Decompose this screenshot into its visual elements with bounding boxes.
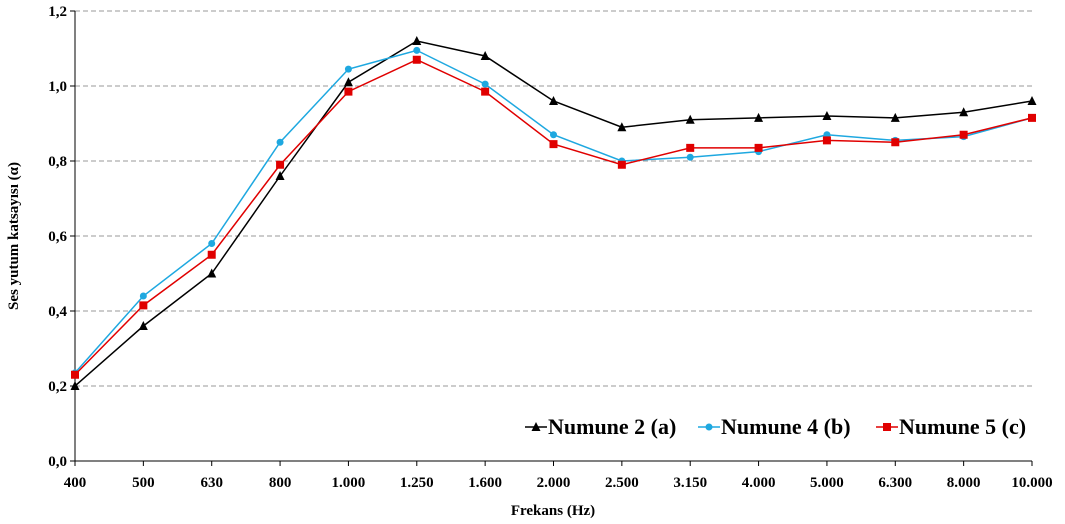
- data-point: [208, 240, 216, 247]
- data-point: [139, 292, 147, 300]
- data-point: [1028, 113, 1036, 122]
- x-tick-label: 6.300: [878, 475, 912, 491]
- y-tick-label: 1,0: [48, 79, 67, 95]
- legend-label: Numune 5 (c): [899, 414, 1026, 439]
- legend-label: Numune 2 (a): [548, 414, 676, 439]
- x-tick-labels: 400 500 630 800 1.000 1.250 1.600 2.000 2.500 3.1…: [64, 475, 1053, 491]
- data-point: [822, 136, 831, 145]
- legend-item: Numune 4 (b): [698, 414, 851, 439]
- data-point: [686, 153, 694, 161]
- data-point: [71, 370, 79, 379]
- data-point: [412, 36, 422, 45]
- data-point: [959, 130, 968, 139]
- data-point: [890, 112, 900, 122]
- data-point: [549, 96, 558, 105]
- data-point: [481, 87, 490, 96]
- data-point: [891, 138, 900, 147]
- x-tick-label: 2.500: [605, 475, 639, 491]
- data-point: [480, 51, 490, 60]
- x-tick-label: 500: [132, 475, 155, 491]
- data-point: [207, 250, 216, 259]
- data-point: [276, 160, 285, 169]
- data-point: [344, 87, 353, 96]
- data-point: [617, 122, 627, 132]
- x-tick-label: 3.150: [673, 475, 707, 491]
- data-point: [959, 107, 969, 117]
- data-point: [822, 111, 832, 120]
- data-point: [139, 301, 148, 310]
- x-tick-label: 2.000: [537, 475, 571, 491]
- y-tick-label: 0,4: [48, 304, 67, 320]
- data-point: [686, 143, 695, 152]
- data-point: [276, 138, 284, 146]
- y-tick-label: 1,2: [48, 4, 67, 20]
- data-point: [207, 268, 217, 278]
- data-point: [412, 55, 421, 64]
- y-tick-label: 0,6: [48, 229, 67, 245]
- data-point: [617, 160, 626, 169]
- x-tick-label: 1.250: [400, 475, 434, 491]
- data-point: [481, 80, 489, 88]
- y-tick-labels: 0,0 0,2 0,4 0,6 0,8 1,0 1,2: [48, 4, 67, 470]
- y-tick-label: 0,0: [48, 454, 67, 470]
- series-group: [70, 36, 1037, 390]
- data-point: [754, 112, 764, 122]
- legend-item: Numune 5 (c): [876, 414, 1026, 439]
- data-point: [413, 46, 421, 54]
- data-point: [1027, 96, 1037, 105]
- legend-marker: [883, 423, 891, 431]
- x-tick-label: 1.600: [468, 475, 502, 491]
- x-tick-label: 800: [269, 475, 292, 491]
- x-tick-label: 4.000: [742, 475, 776, 491]
- data-point: [138, 321, 148, 330]
- series-1: [70, 36, 1037, 390]
- x-tick-label: 400: [64, 475, 87, 491]
- data-point: [754, 143, 763, 152]
- series-2: [71, 46, 1036, 377]
- y-tick-label: 0,8: [48, 154, 67, 170]
- x-tick-label: 1.000: [332, 475, 366, 491]
- data-point: [343, 77, 353, 87]
- data-point: [685, 114, 695, 124]
- data-point: [275, 171, 285, 180]
- x-tick-label: 630: [200, 475, 223, 491]
- legend-marker: [531, 422, 541, 431]
- legend: Numune 2 (a) Numune 4 (b) Numune 5 (c): [525, 414, 1026, 439]
- y-tick-label: 0,2: [48, 379, 67, 395]
- legend-marker: [705, 423, 713, 431]
- data-point: [550, 131, 557, 139]
- x-axis-title: Frekans (Hz): [511, 503, 595, 519]
- data-point: [549, 140, 558, 149]
- data-point: [344, 65, 352, 73]
- data-point: [70, 381, 80, 390]
- x-tick-label: 8.000: [947, 475, 981, 491]
- y-axis-title: Ses yutum katsayısı (α): [6, 162, 22, 310]
- x-tick-label: 5.000: [810, 475, 844, 491]
- x-tick-label: 10.000: [1011, 475, 1052, 491]
- series-line: [74, 58, 1033, 376]
- legend-label: Numune 4 (b): [721, 414, 851, 439]
- series-line: [74, 40, 1033, 387]
- legend-item: Numune 2 (a): [525, 414, 676, 439]
- series-3: [71, 55, 1036, 379]
- gridlines: [75, 10, 1032, 387]
